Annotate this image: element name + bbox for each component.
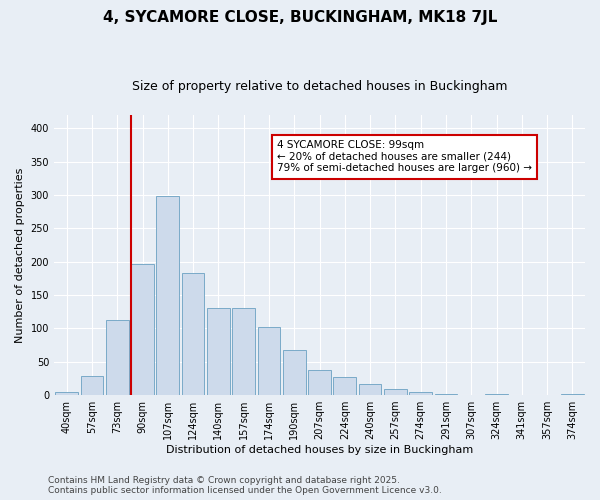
Bar (182, 273, 205, 395)
Bar (334, 377, 356, 395)
Bar (232, 308, 255, 395)
Bar (55, 392, 78, 395)
Text: 4, SYCAMORE CLOSE, BUCKINGHAM, MK18 7JL: 4, SYCAMORE CLOSE, BUCKINGHAM, MK18 7JL (103, 10, 497, 25)
X-axis label: Distribution of detached houses by size in Buckingham: Distribution of detached houses by size … (166, 445, 473, 455)
Bar (308, 370, 331, 395)
Bar (207, 308, 230, 395)
Y-axis label: Number of detached properties: Number of detached properties (15, 168, 25, 342)
Title: Size of property relative to detached houses in Buckingham: Size of property relative to detached ho… (132, 80, 507, 93)
Bar (283, 350, 305, 395)
Bar (359, 384, 382, 395)
Bar (257, 327, 280, 395)
Bar (80, 376, 103, 395)
Text: Contains HM Land Registry data © Crown copyright and database right 2025.
Contai: Contains HM Land Registry data © Crown c… (48, 476, 442, 495)
Bar (131, 264, 154, 395)
Bar (106, 320, 128, 395)
Text: 4 SYCAMORE CLOSE: 99sqm
← 20% of detached houses are smaller (244)
79% of semi-d: 4 SYCAMORE CLOSE: 99sqm ← 20% of detache… (277, 140, 532, 173)
Bar (434, 394, 457, 395)
Bar (485, 394, 508, 395)
Bar (409, 392, 432, 395)
Bar (384, 389, 407, 395)
Bar (157, 196, 179, 395)
Bar (561, 394, 584, 395)
